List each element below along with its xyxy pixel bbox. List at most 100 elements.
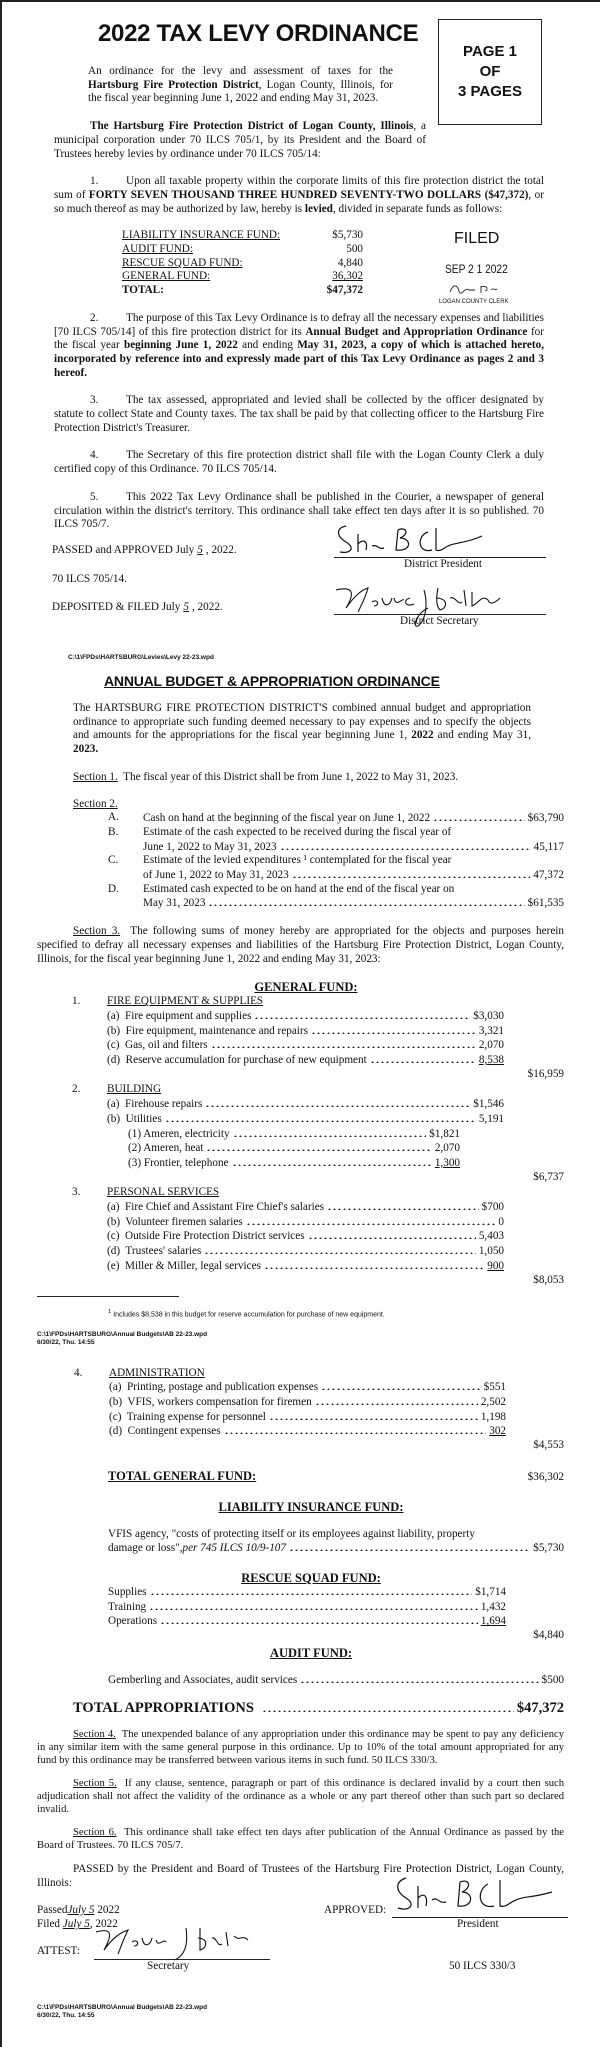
filed-stamp-date: SEP 2 1 2022: [445, 262, 508, 276]
line-item-amount: 5,403: [478, 1230, 504, 1243]
clerk-signature: [449, 285, 498, 294]
group-number: 3.: [72, 1186, 81, 1199]
line-item-label: (a) Printing, postage and publication ex…: [109, 1381, 319, 1394]
section-3: Section 3. The following sums of money h…: [37, 925, 565, 965]
leader-dots: [160, 1614, 478, 1625]
sub-item-label: (3) Frontier, telephone: [128, 1156, 229, 1169]
attest-signature-line: [94, 1958, 270, 1960]
group-number: 1.: [72, 995, 81, 1008]
group-name: ADMINISTRATION: [109, 1366, 205, 1379]
item-text: June 1, 2022 to May 31, 2023: [143, 840, 277, 853]
group-number: 2.: [72, 1083, 81, 1096]
line-item-amount: $1,714: [475, 1585, 506, 1598]
rescue-subtotal: $4,840: [533, 1629, 564, 1642]
president-label: District President: [404, 557, 482, 570]
levy-item-2: 2. The purpose of this Tax Levy Ordinance…: [54, 311, 545, 379]
line-item-amount: 302: [489, 1425, 506, 1438]
line-item: (b) Volunteer firemen salaries 0: [107, 1214, 504, 1230]
item-line: Estimate of the cash expected to be rece…: [143, 825, 452, 838]
total-general-fund-label: TOTAL GENERAL FUND:: [108, 1468, 257, 1483]
item-body: Estimate of the levied expenditures ¹ co…: [143, 854, 564, 882]
line-item-amount: $551: [483, 1381, 506, 1394]
leader-dots: [314, 1395, 478, 1406]
president-title: President: [457, 1917, 499, 1930]
line-item: (e) Miller & Miller, legal services 900: [107, 1258, 504, 1274]
levy-title: 2022 TAX LEVY ORDINANCE: [98, 20, 419, 47]
section-4: Section 4. The unexpended balance of any…: [37, 1729, 564, 1767]
line-item: (a) Fire equipment and supplies $3,030: [107, 1008, 504, 1024]
line-item-label: (c) Training expense for personnel: [109, 1410, 266, 1423]
leader-dots: [321, 1380, 481, 1391]
group-number: 4.: [74, 1366, 83, 1379]
line-item: (b) VFIS, workers compensation for firem…: [109, 1395, 506, 1410]
filed-date: Filed July 5, 2022: [37, 1917, 118, 1930]
levy-signature-block: PASSED and APPROVED July 5, 2022. Distric…: [2, 525, 600, 630]
total-general-fund: TOTAL GENERAL FUND: $36,302: [108, 1468, 564, 1485]
section-2-item: B. Estimate of the cash expected to be re…: [108, 826, 564, 854]
line-item: (b) Utilities 5,191: [107, 1111, 504, 1127]
item-letter: A.: [108, 811, 119, 824]
sub-item: (2) Ameren, heat 2,070: [128, 1141, 460, 1156]
line-item: (a) Firehouse repairs $1,546: [107, 1097, 504, 1112]
sub-item-amount: $1,821: [429, 1127, 460, 1140]
fund-row: GENERAL FUND: 36,302: [122, 270, 363, 284]
sub-item: (3) Frontier, telephone 1,300: [128, 1155, 460, 1171]
president-signature-line: [334, 556, 546, 558]
leader-dots: [291, 868, 531, 879]
line-item-amount: 5,191: [478, 1112, 504, 1125]
item-body: Estimated cash expected to be on hand at…: [143, 883, 564, 911]
item-letter: D.: [108, 882, 119, 895]
line-item: (a) Fire Chief and Assistant Fire Chief'…: [107, 1200, 504, 1215]
approved-signature-line: [392, 1916, 568, 1918]
budget-file-path-footer: C:\1\FPDs\HARTSBURG\Annual Budgets\AB 22…: [37, 2003, 208, 2019]
line-item-label: Training: [108, 1600, 147, 1613]
line-item-label: (b) Fire equipment, maintenance and repa…: [107, 1024, 308, 1037]
leader-dots: [254, 1008, 471, 1019]
president-signature: [337, 525, 483, 553]
item-amount: 45,117: [533, 840, 564, 853]
levy-item-1: 1. Upon all taxable property within the c…: [54, 175, 544, 215]
item-line: June 1, 2022 to May 31, 2023 45,117: [143, 839, 564, 855]
total-general-fund-amount: $36,302: [527, 1470, 564, 1483]
clerk-label: LOGAN COUNTY CLERK: [439, 299, 509, 305]
general-fund-group: 3. PERSONAL SERVICES (a) Fire Chief and As…: [72, 1186, 564, 1287]
line-item-label: (c) Gas, oil and filters: [107, 1039, 208, 1052]
page-box-line: 3 PAGES: [458, 83, 522, 100]
fund-name: LIABILITY INSURANCE FUND:: [122, 229, 281, 242]
fund-name: GENERAL FUND:: [122, 270, 211, 283]
fund-row: RESCUE SQUAD FUND: 4,840: [122, 257, 363, 271]
fund-amount: 4,840: [337, 256, 363, 269]
line-item-amount: 1,694: [480, 1615, 506, 1628]
budget-statute: 50 ILCS 330/3: [449, 1959, 516, 1972]
line-item-label: (a) Fire Chief and Assistant Fire Chief'…: [107, 1201, 325, 1214]
levy-deposited-date: DEPOSITED & FILED July 5, 2022.: [52, 600, 223, 613]
line-item: (c) Gas, oil and filters 2,070: [107, 1038, 504, 1053]
line-item-label: Supplies: [108, 1585, 147, 1598]
group-subtotal: $16,959: [527, 1067, 564, 1080]
footnote: 1 Includes $8,538 in this budget for res…: [108, 1309, 385, 1319]
leader-dots: [433, 811, 525, 822]
fund-name: AUDIT FUND:: [122, 243, 193, 256]
line-item-amount: 1,432: [480, 1600, 506, 1613]
group-header: 1. FIRE EQUIPMENT & SUPPLIES: [72, 995, 564, 1009]
item-text: Cash on hand at the beginning of the fis…: [143, 812, 431, 825]
line-item-label: (d) Trustees' salaries: [107, 1245, 202, 1258]
leader-dots: [231, 1155, 432, 1166]
line-item-amount: 3,321: [478, 1024, 504, 1037]
line-item-amount: 8,538: [478, 1054, 504, 1067]
item-letter: B.: [108, 825, 119, 838]
leader-dots: [311, 1023, 476, 1034]
leader-dots: [164, 1111, 476, 1122]
section-2-items: A. Cash on hand at the beginning of the f…: [108, 811, 564, 911]
fund-amount: 36,302: [332, 270, 363, 283]
levy-file-path: C:\1\FPDs\HARTSBURG\Levies\Levy 22-23.wp…: [68, 653, 214, 661]
general-fund-group: 1. FIRE EQUIPMENT & SUPPLIES (a) Fire equi…: [72, 995, 564, 1081]
item-body: Estimate of the cash expected to be rece…: [143, 826, 564, 854]
secretary-signature: [335, 587, 501, 627]
line-item-amount: $3,030: [473, 1009, 504, 1022]
total-appropriations: TOTAL APPROPRIATIONS $47,372: [73, 1700, 564, 1717]
fund-amount: $5,730: [332, 229, 363, 242]
audit-fund-item: Gemberling and Associates, audit service…: [108, 1672, 564, 1686]
leader-dots: [206, 1141, 432, 1152]
item-line: of June 1, 2022 to May 31, 2023 47,372: [143, 868, 564, 883]
